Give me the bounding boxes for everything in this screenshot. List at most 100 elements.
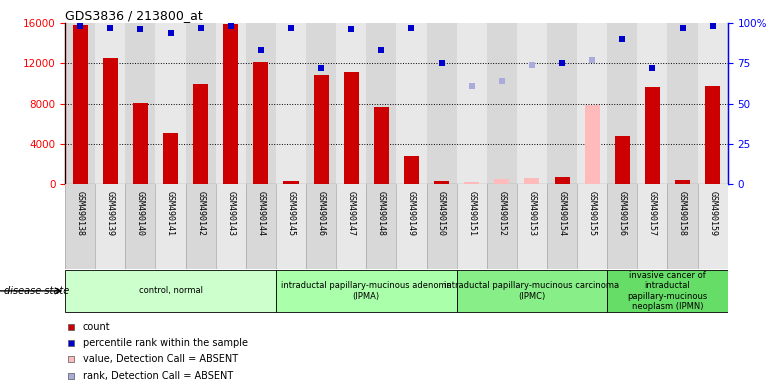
Bar <box>427 184 457 269</box>
Text: GSM490140: GSM490140 <box>136 191 145 236</box>
Text: GSM490143: GSM490143 <box>226 191 235 236</box>
Bar <box>667 23 698 184</box>
Text: rank, Detection Call = ABSENT: rank, Detection Call = ABSENT <box>83 371 234 381</box>
Bar <box>637 184 667 269</box>
Bar <box>155 184 185 269</box>
Text: GSM490139: GSM490139 <box>106 191 115 236</box>
Text: GSM490149: GSM490149 <box>407 191 416 236</box>
Text: GSM490144: GSM490144 <box>257 191 265 236</box>
Text: GSM490158: GSM490158 <box>678 191 687 236</box>
Bar <box>555 177 570 184</box>
Bar <box>637 23 667 184</box>
Text: GSM490151: GSM490151 <box>467 191 476 236</box>
Text: GSM490157: GSM490157 <box>648 191 657 236</box>
Text: count: count <box>83 322 110 332</box>
Bar <box>547 184 577 269</box>
Bar <box>306 184 336 269</box>
Text: GSM490154: GSM490154 <box>558 191 567 236</box>
Bar <box>313 76 329 184</box>
Text: intraductal papillary-mucinous carcinoma
(IPMC): intraductal papillary-mucinous carcinoma… <box>444 281 620 301</box>
Bar <box>336 23 366 184</box>
Text: percentile rank within the sample: percentile rank within the sample <box>83 338 248 348</box>
Text: value, Detection Call = ABSENT: value, Detection Call = ABSENT <box>83 354 238 364</box>
Text: GSM490156: GSM490156 <box>618 191 627 236</box>
Bar <box>547 23 577 184</box>
Bar <box>155 23 185 184</box>
Bar <box>374 107 389 184</box>
Text: GSM490138: GSM490138 <box>76 191 85 236</box>
Bar <box>65 270 276 312</box>
Bar <box>607 23 637 184</box>
Bar <box>667 184 698 269</box>
Bar <box>246 23 276 184</box>
Text: GSM490145: GSM490145 <box>286 191 296 236</box>
Bar <box>366 23 397 184</box>
Bar <box>698 23 728 184</box>
Text: GSM490147: GSM490147 <box>347 191 355 236</box>
Bar <box>65 184 95 269</box>
Bar <box>494 179 509 184</box>
Bar <box>517 23 547 184</box>
Bar <box>254 62 268 184</box>
Text: GDS3836 / 213800_at: GDS3836 / 213800_at <box>65 9 203 22</box>
Bar <box>216 184 246 269</box>
Bar <box>276 184 306 269</box>
Text: intraductal papillary-mucinous adenoma
(IPMA): intraductal papillary-mucinous adenoma (… <box>281 281 452 301</box>
Bar <box>397 23 427 184</box>
Bar <box>193 84 208 184</box>
Bar <box>397 184 427 269</box>
Bar <box>675 180 690 184</box>
Bar <box>577 23 607 184</box>
Bar <box>457 270 607 312</box>
Bar <box>283 181 299 184</box>
Text: GSM490155: GSM490155 <box>588 191 597 236</box>
Bar <box>133 103 148 184</box>
Text: GSM490159: GSM490159 <box>708 191 717 236</box>
Bar <box>65 23 95 184</box>
Text: GSM490148: GSM490148 <box>377 191 386 236</box>
Text: invasive cancer of
intraductal
papillary-mucinous
neoplasm (IPMN): invasive cancer of intraductal papillary… <box>627 271 708 311</box>
Bar <box>276 23 306 184</box>
Bar <box>427 23 457 184</box>
Bar <box>705 86 720 184</box>
Text: GSM490142: GSM490142 <box>196 191 205 236</box>
Bar <box>223 24 238 184</box>
Bar <box>95 184 126 269</box>
Bar <box>344 73 358 184</box>
Bar <box>464 182 480 184</box>
Text: GSM490152: GSM490152 <box>497 191 506 236</box>
Bar <box>103 58 118 184</box>
Text: GSM490153: GSM490153 <box>528 191 536 236</box>
Bar <box>126 184 155 269</box>
Bar <box>434 181 449 184</box>
Bar <box>163 133 178 184</box>
Bar <box>366 184 397 269</box>
Bar <box>645 86 660 184</box>
Bar <box>306 23 336 184</box>
Bar <box>607 184 637 269</box>
Bar <box>185 23 216 184</box>
Text: GSM490150: GSM490150 <box>437 191 446 236</box>
Bar <box>698 184 728 269</box>
Text: GSM490146: GSM490146 <box>316 191 326 236</box>
Bar <box>486 184 517 269</box>
Bar <box>615 136 630 184</box>
Bar <box>457 184 486 269</box>
Bar <box>73 25 87 184</box>
Text: disease state: disease state <box>4 286 69 296</box>
Bar <box>276 270 457 312</box>
Bar <box>126 23 155 184</box>
Bar <box>457 23 486 184</box>
Text: GSM490141: GSM490141 <box>166 191 175 236</box>
Text: control, normal: control, normal <box>139 286 202 295</box>
Bar <box>577 184 607 269</box>
Bar <box>525 178 539 184</box>
Bar <box>486 23 517 184</box>
Bar <box>584 105 600 184</box>
Bar <box>404 156 419 184</box>
Bar <box>336 184 366 269</box>
Bar <box>185 184 216 269</box>
Bar <box>216 23 246 184</box>
Bar <box>95 23 126 184</box>
Bar <box>246 184 276 269</box>
